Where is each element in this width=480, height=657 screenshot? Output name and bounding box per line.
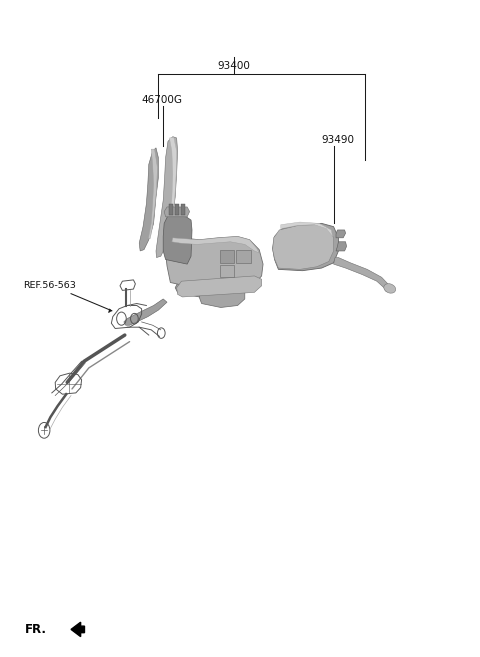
Bar <box>220 265 234 277</box>
Text: 93400: 93400 <box>218 61 251 71</box>
Polygon shape <box>139 148 158 251</box>
Polygon shape <box>336 230 346 238</box>
Polygon shape <box>164 207 190 217</box>
Text: REF.56-563: REF.56-563 <box>23 281 76 290</box>
Text: FR.: FR. <box>25 623 47 636</box>
Bar <box>175 204 179 215</box>
Ellipse shape <box>384 284 396 293</box>
Polygon shape <box>273 223 338 271</box>
Polygon shape <box>199 288 245 307</box>
Polygon shape <box>336 242 347 251</box>
Polygon shape <box>148 149 157 238</box>
Polygon shape <box>166 237 263 290</box>
Bar <box>181 204 185 215</box>
Bar <box>220 250 234 263</box>
Bar <box>236 250 251 263</box>
Polygon shape <box>273 225 334 269</box>
Polygon shape <box>334 258 388 292</box>
Polygon shape <box>175 279 216 297</box>
Polygon shape <box>166 137 177 245</box>
Polygon shape <box>177 276 262 297</box>
Bar <box>169 204 173 215</box>
Text: 46700G: 46700G <box>142 95 182 105</box>
Text: 93490: 93490 <box>322 135 355 145</box>
Polygon shape <box>172 237 259 253</box>
Polygon shape <box>124 299 167 325</box>
Polygon shape <box>281 222 333 237</box>
Polygon shape <box>108 309 112 313</box>
FancyArrow shape <box>71 622 84 637</box>
Polygon shape <box>163 215 192 264</box>
Polygon shape <box>156 137 178 258</box>
